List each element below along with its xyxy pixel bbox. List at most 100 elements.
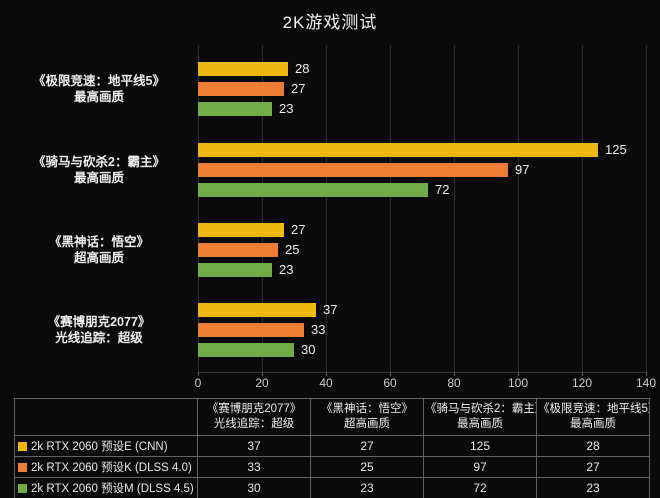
bar-value-label: 30 bbox=[301, 342, 316, 357]
gridline bbox=[518, 45, 519, 372]
legend-label: 2k RTX 2060 预设E (CNN) bbox=[31, 441, 168, 453]
x-axis-tick bbox=[262, 372, 263, 376]
bar bbox=[198, 243, 278, 257]
legend-table: 《赛博朋克2077》 光线追踪：超级 《黑神话：悟空》 超高画质 《骑马与砍杀2：霸主》… bbox=[14, 398, 650, 498]
category-label-line2: 超高画质 bbox=[73, 251, 124, 265]
bar bbox=[198, 82, 284, 96]
bar-value-label: 125 bbox=[605, 142, 627, 157]
bar-value-label: 33 bbox=[311, 322, 326, 337]
bar-value-label: 28 bbox=[295, 61, 310, 76]
legend-swatch bbox=[18, 484, 27, 493]
x-tick-label: 140 bbox=[635, 376, 657, 390]
legend-swatch bbox=[18, 463, 27, 472]
table-value-cell: 37 bbox=[197, 435, 311, 457]
x-tick-label: 40 bbox=[319, 376, 333, 390]
x-axis-tick bbox=[582, 372, 583, 376]
x-axis-tick bbox=[198, 372, 199, 376]
table-header-cell: 《黑神话：悟空》 超高画质 bbox=[310, 398, 424, 436]
legend-label: 2k RTX 2060 预设K (DLSS 4.0) bbox=[31, 462, 192, 474]
category-label-line2: 光线追踪：超级 bbox=[55, 331, 143, 345]
bar bbox=[198, 323, 304, 337]
table-row: 2k RTX 2060 预设K (DLSS 4.0) 33 25 97 27 bbox=[14, 456, 650, 478]
table-header-row: 《赛博朋克2077》 光线追踪：超级 《黑神话：悟空》 超高画质 《骑马与砍杀2：霸主》… bbox=[14, 398, 650, 436]
category-label-line2: 最高画质 bbox=[73, 90, 124, 104]
table-value-cell: 27 bbox=[310, 435, 424, 457]
bar bbox=[198, 343, 294, 357]
x-axis-tick bbox=[646, 372, 647, 376]
table-value-cell: 97 bbox=[423, 456, 537, 478]
category-label-line1: 《黑神话：悟空》 bbox=[48, 235, 149, 249]
table-row: 2k RTX 2060 预设M (DLSS 4.5) 30 23 72 23 bbox=[14, 477, 650, 498]
bar-value-label: 72 bbox=[435, 182, 450, 197]
table-header-line2: 最高画质 bbox=[457, 418, 503, 430]
gridline bbox=[326, 45, 327, 372]
bar-value-label: 23 bbox=[279, 101, 294, 116]
category-label-line1: 《赛博朋克2077》 bbox=[47, 315, 151, 329]
category-label-line2: 最高画质 bbox=[73, 171, 124, 185]
x-tick-label: 80 bbox=[447, 376, 461, 390]
table-header-line1: 《骑马与砍杀2：霸主》 bbox=[425, 403, 537, 415]
gridline bbox=[262, 45, 263, 372]
bar bbox=[198, 223, 284, 237]
bar bbox=[198, 102, 272, 116]
bar bbox=[198, 303, 316, 317]
table-header-line1: 《赛博朋克2077》 bbox=[206, 403, 302, 415]
legend-cell: 2k RTX 2060 预设K (DLSS 4.0) bbox=[14, 456, 198, 478]
x-axis-line bbox=[198, 372, 647, 373]
table-header-cell: 《骑马与砍杀2：霸主》 最高画质 bbox=[423, 398, 537, 436]
legend-label: 2k RTX 2060 预设M (DLSS 4.5) bbox=[31, 483, 194, 495]
x-axis-tick bbox=[454, 372, 455, 376]
table-value-cell: 33 bbox=[197, 456, 311, 478]
category-label: 《黑神话：悟空》 超高画质 bbox=[8, 234, 190, 266]
chart-title: 2K游戏测试 bbox=[282, 13, 378, 32]
legend-cell: 2k RTX 2060 预设M (DLSS 4.5) bbox=[14, 477, 198, 498]
x-tick-label: 100 bbox=[507, 376, 529, 390]
table-header-cell: 《赛博朋克2077》 光线追踪：超级 bbox=[197, 398, 311, 436]
bar bbox=[198, 263, 272, 277]
table-value-cell: 30 bbox=[197, 477, 311, 498]
category-label: 《赛博朋克2077》 光线追踪：超级 bbox=[8, 314, 190, 346]
table-header-line2: 最高画质 bbox=[570, 418, 616, 430]
table-value-cell: 23 bbox=[310, 477, 424, 498]
x-axis-tick bbox=[518, 372, 519, 376]
legend-swatch bbox=[18, 442, 27, 451]
category-label-line1: 《极限竞速：地平线5》 bbox=[33, 74, 165, 88]
bar-value-label: 27 bbox=[291, 222, 306, 237]
gridline bbox=[454, 45, 455, 372]
table-value-cell: 125 bbox=[423, 435, 537, 457]
table-header-line2: 超高画质 bbox=[344, 418, 390, 430]
table-header-line1: 《黑神话：悟空》 bbox=[321, 403, 413, 415]
bar-value-label: 25 bbox=[285, 242, 300, 257]
bar bbox=[198, 163, 508, 177]
x-tick-label: 0 bbox=[194, 376, 202, 390]
gridline bbox=[390, 45, 391, 372]
gridline bbox=[646, 45, 647, 372]
table-value-cell: 28 bbox=[536, 435, 650, 457]
table-corner-cell bbox=[14, 398, 198, 436]
bar bbox=[198, 62, 288, 76]
bar bbox=[198, 143, 598, 157]
table-value-cell: 27 bbox=[536, 456, 650, 478]
x-tick-label: 120 bbox=[571, 376, 593, 390]
category-label-line1: 《骑马与砍杀2：霸主》 bbox=[33, 155, 165, 169]
table-header-line1: 《极限竞速：地平线5》 bbox=[538, 403, 650, 415]
category-label: 《极限竞速：地平线5》 最高画质 bbox=[8, 73, 190, 105]
x-tick-label: 60 bbox=[383, 376, 397, 390]
bar-value-label: 37 bbox=[323, 302, 338, 317]
category-label: 《骑马与砍杀2：霸主》 最高画质 bbox=[8, 154, 190, 186]
bar bbox=[198, 183, 428, 197]
table-value-cell: 25 bbox=[310, 456, 424, 478]
gridline bbox=[582, 45, 583, 372]
gridline bbox=[198, 45, 199, 372]
table-header-cell: 《极限竞速：地平线5》 最高画质 bbox=[536, 398, 650, 436]
legend-cell: 2k RTX 2060 预设E (CNN) bbox=[14, 435, 198, 457]
table-value-cell: 72 bbox=[423, 477, 537, 498]
bar-value-label: 27 bbox=[291, 81, 306, 96]
table-value-cell: 23 bbox=[536, 477, 650, 498]
x-tick-label: 20 bbox=[255, 376, 269, 390]
plot-area: 28 27 23 125 97 72 27 25 23 37 33 30 bbox=[198, 45, 647, 372]
table-header-line2: 光线追踪：超级 bbox=[213, 418, 295, 430]
bar-value-label: 97 bbox=[515, 162, 530, 177]
x-axis-tick bbox=[390, 372, 391, 376]
